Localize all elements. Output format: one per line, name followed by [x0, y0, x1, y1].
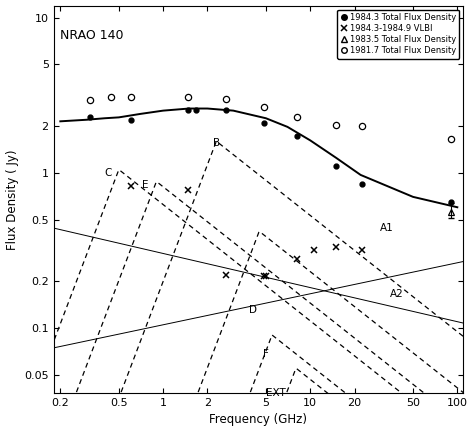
Legend: 1984.3 Total Flux Density, 1984.3-1984.9 VLBI, 1983.5 Total Flux Density, 1981.7: 1984.3 Total Flux Density, 1984.3-1984.9… — [337, 10, 459, 59]
Text: B: B — [213, 138, 220, 148]
Text: EXT: EXT — [265, 388, 285, 398]
Text: NRAO 140: NRAO 140 — [60, 29, 124, 42]
Text: D: D — [249, 305, 257, 315]
Text: A1: A1 — [381, 223, 394, 233]
Text: C: C — [104, 168, 111, 178]
Text: F: F — [263, 349, 269, 359]
Text: A2: A2 — [390, 289, 404, 299]
Text: E: E — [142, 180, 148, 190]
X-axis label: Frequency (GHz): Frequency (GHz) — [210, 413, 308, 426]
Y-axis label: Flux Density ( Jy): Flux Density ( Jy) — [6, 149, 18, 250]
